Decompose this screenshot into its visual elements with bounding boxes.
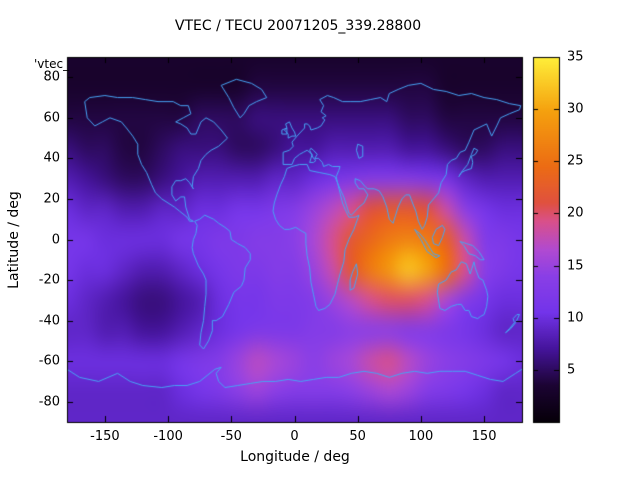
plot-area — [67, 57, 522, 422]
colorbar — [533, 57, 559, 422]
